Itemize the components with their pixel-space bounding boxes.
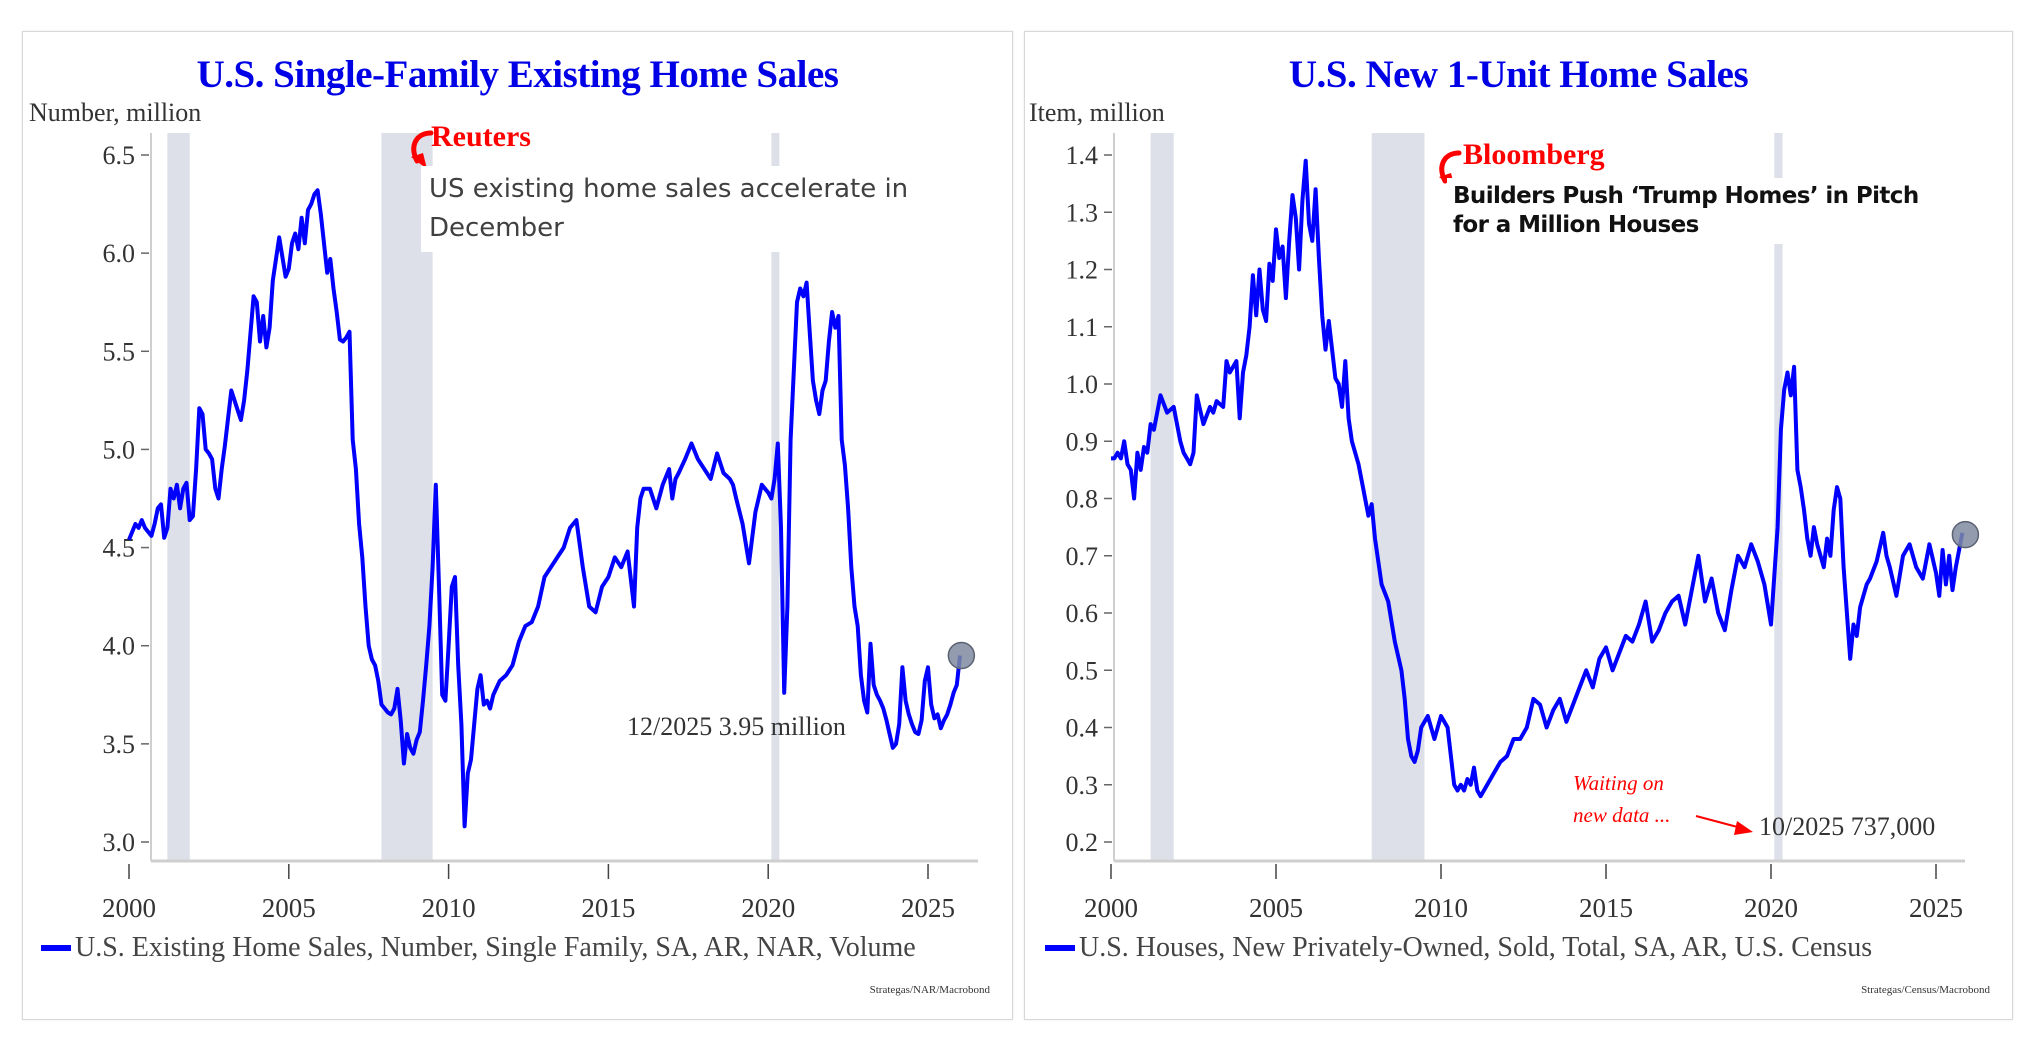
source-credit: Strategas/NAR/Macrobond <box>869 984 990 996</box>
waiting-note-line-1: Waiting on <box>1573 771 1664 795</box>
waiting-note-line-2: new data ... <box>1573 803 1671 827</box>
legend-swatch <box>41 945 71 951</box>
recession-band <box>1150 133 1174 861</box>
headline-line-2: for a Million Houses <box>1453 212 1699 238</box>
x-tick-label: 2005 <box>262 893 316 923</box>
y-axis-unit-label: Number, million <box>29 98 202 127</box>
x-tick-label: 2005 <box>1249 893 1303 923</box>
endpoint-label: 12/2025 3.95 million <box>627 712 846 741</box>
legend: U.S. Houses, New Privately-Owned, Sold, … <box>1045 932 1872 964</box>
plot-area: 0.2 0.3 0.4 0.5 0.6 0.7 0.8 0.9 1.0 1.1 1.2 1.3 1.4 2… <box>1066 133 1980 923</box>
x-tick-label: 2015 <box>1579 893 1633 923</box>
y-tick-label: 6.5 <box>103 141 136 170</box>
x-tick-label: 2025 <box>901 893 955 923</box>
y-tick-label: 0.7 <box>1066 542 1099 571</box>
y-tick-label: 0.2 <box>1066 828 1099 857</box>
headline-line-2: December <box>429 213 564 243</box>
legend-label: U.S. Existing Home Sales, Number, Single… <box>75 932 916 963</box>
y-tick-label: 1.3 <box>1066 198 1099 227</box>
news-source-label: Reuters <box>431 120 531 153</box>
headline-line-1: US existing home sales accelerate in <box>429 174 909 204</box>
legend-swatch <box>1045 945 1075 951</box>
curved-arrow-icon <box>411 130 434 169</box>
series-line <box>1111 158 1965 799</box>
y-tick-label: 0.6 <box>1066 599 1099 628</box>
y-tick-label: 0.9 <box>1066 427 1099 456</box>
series-line <box>127 188 962 829</box>
x-tick-label: 2000 <box>102 893 156 923</box>
y-tick-label: 1.1 <box>1066 313 1099 342</box>
waiting-arrow-head <box>1734 821 1753 835</box>
y-tick-label: 6.0 <box>103 239 136 268</box>
y-tick-label: 0.8 <box>1066 485 1099 514</box>
recession-band <box>771 133 780 861</box>
x-tick-label: 2020 <box>1744 893 1798 923</box>
chart-panel-new-home-sales: U.S. New 1-Unit Home Sales Item, million… <box>1024 31 2013 1020</box>
waiting-note: Waiting on new data ... <box>1573 767 1670 831</box>
x-tick-label: 2010 <box>1414 893 1468 923</box>
y-tick-label: 4.0 <box>103 632 136 661</box>
y-tick-label: 0.5 <box>1066 656 1099 685</box>
news-headline: Builders Push ‘Trump Homes’ in Pitch for… <box>1447 178 1925 244</box>
news-source-label: Bloomberg <box>1463 138 1605 171</box>
chart-title: U.S. Single-Family Existing Home Sales <box>196 53 839 96</box>
endpoint-marker <box>947 641 976 670</box>
headline-line-1: Builders Push ‘Trump Homes’ in Pitch <box>1453 183 1919 209</box>
x-tick-label: 2025 <box>1909 893 1963 923</box>
legend: U.S. Existing Home Sales, Number, Single… <box>41 932 916 964</box>
y-tick-label: 3.5 <box>103 730 136 759</box>
news-headline: US existing home sales accelerate in Dec… <box>421 166 917 252</box>
endpoint-marker <box>1951 520 1980 549</box>
y-tick-label: 0.3 <box>1066 771 1099 800</box>
y-tick-label: 1.4 <box>1066 141 1099 170</box>
y-tick-label: 3.0 <box>103 828 136 857</box>
endpoint-label: 10/2025 737,000 <box>1759 812 1936 841</box>
y-axis-unit-label: Item, million <box>1029 98 1165 127</box>
x-tick-label: 2020 <box>741 893 795 923</box>
recession-band <box>1371 133 1425 861</box>
chart-title: U.S. New 1-Unit Home Sales <box>1288 53 1749 96</box>
source-credit: Strategas/Census/Macrobond <box>1861 984 1990 996</box>
x-tick-label: 2010 <box>422 893 476 923</box>
x-tick-label: 2000 <box>1084 893 1138 923</box>
legend-label: U.S. Houses, New Privately-Owned, Sold, … <box>1079 932 1873 963</box>
curved-arrow-head <box>411 153 427 169</box>
x-tick-label: 2015 <box>581 893 635 923</box>
y-tick-label: 1.2 <box>1066 256 1099 285</box>
y-tick-label: 5.5 <box>103 337 136 366</box>
chart-panel-existing-home-sales: U.S. Single-Family Existing Home Sales N… <box>22 31 1013 1020</box>
y-tick-label: 1.0 <box>1066 370 1099 399</box>
y-tick-label: 0.4 <box>1066 714 1099 743</box>
y-tick-label: 5.0 <box>103 435 136 464</box>
